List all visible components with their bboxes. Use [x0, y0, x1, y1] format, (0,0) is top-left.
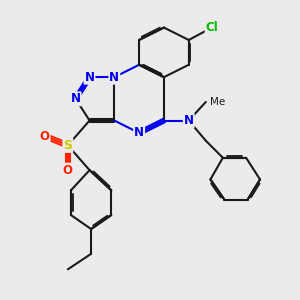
Text: N: N	[85, 71, 94, 84]
Text: O: O	[63, 164, 73, 177]
Text: N: N	[70, 92, 81, 105]
Text: Cl: Cl	[206, 21, 218, 34]
Text: Me: Me	[210, 97, 226, 107]
Text: S: S	[63, 139, 72, 152]
Text: N: N	[134, 127, 144, 140]
Text: N: N	[184, 114, 194, 127]
Text: N: N	[110, 71, 119, 84]
Text: O: O	[40, 130, 50, 142]
